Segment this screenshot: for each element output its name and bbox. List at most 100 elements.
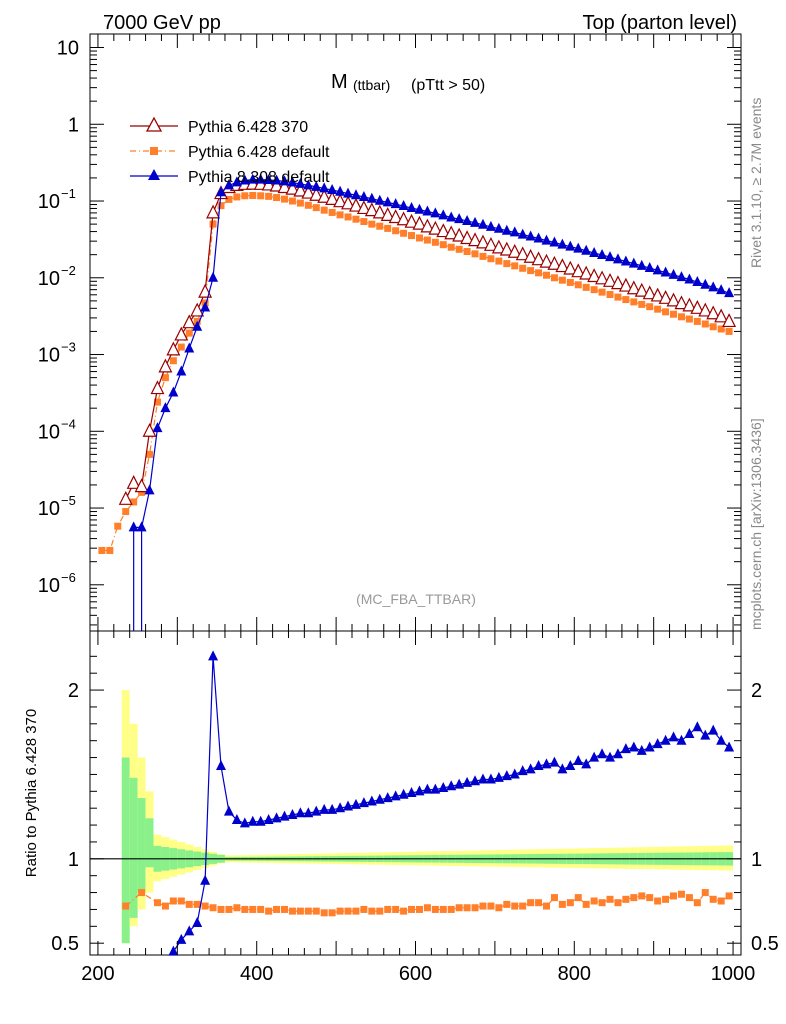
p6-default-main-point xyxy=(503,260,511,268)
p6-default-main-point xyxy=(415,234,423,242)
p6-default-main-point xyxy=(725,327,733,335)
p6-370-main-point xyxy=(603,272,617,287)
p6-370-main-point xyxy=(595,270,610,285)
p6-370-main-point xyxy=(634,282,649,297)
x-tick-label: 400 xyxy=(240,963,273,985)
p6-370-main-point xyxy=(698,302,713,317)
p6-default-main-point xyxy=(598,288,606,296)
p6-default-main-point xyxy=(336,211,344,219)
p6-default-ratio-point xyxy=(257,905,265,913)
p8-default-ratio-point xyxy=(335,802,346,813)
p6-370-main-point xyxy=(388,209,403,224)
p8-default-ratio-point xyxy=(303,807,314,818)
p8-default-main-point xyxy=(136,521,147,532)
p6-370-main-point xyxy=(491,239,506,254)
p8-default-main-point xyxy=(422,205,433,216)
p6-370-main-point xyxy=(579,265,594,280)
p6-default-ratio-point xyxy=(288,907,296,915)
p6-default-ratio-point xyxy=(122,902,130,910)
legend-label-p6-370: Pythia 6.428 370 xyxy=(188,119,308,136)
p8-default-ratio-point xyxy=(255,815,266,826)
analysis-watermark: (MC_FBA_TTBAR) xyxy=(356,591,476,607)
p8-default-ratio-point xyxy=(454,778,465,789)
p6-default-ratio-point xyxy=(654,897,662,905)
uncertainty-band-inner xyxy=(129,777,138,918)
p6-default-ratio-point xyxy=(328,909,336,917)
p6-370-main-point xyxy=(356,200,371,215)
p8-default-main-point xyxy=(533,232,544,243)
p6-370-main-point xyxy=(190,302,205,317)
p8-default-ratio-point xyxy=(485,773,496,784)
p8-default-main-point xyxy=(612,253,623,264)
p8-default-main-point xyxy=(628,257,639,268)
p6-370-main-point xyxy=(547,255,562,270)
p8-default-main-point xyxy=(200,301,211,312)
p8-default-ratio-point xyxy=(279,810,290,821)
p8-default-main-point xyxy=(287,176,298,187)
p6-default-main-point xyxy=(328,208,336,216)
p8-default-main-point xyxy=(208,271,219,282)
p6-370-main-point xyxy=(499,241,514,256)
p6-default-ratio-point xyxy=(138,889,146,897)
p6-default-main-point xyxy=(217,202,225,210)
main-y-tick-label: 10 xyxy=(57,38,79,60)
p8-default-main-line xyxy=(133,179,730,528)
ratio-y-tick-label: 0.5 xyxy=(51,933,79,955)
p6-default-main-point xyxy=(535,269,543,277)
p8-default-ratio-point xyxy=(533,760,544,770)
p8-default-ratio-point xyxy=(708,724,719,735)
p6-default-main-point xyxy=(693,317,701,325)
p6-370-main-point xyxy=(571,263,586,278)
p8-default-main-point xyxy=(295,177,306,188)
p6-default-ratio-point xyxy=(281,905,289,913)
p6-default-ratio-point xyxy=(670,892,678,900)
p6-370-main-point xyxy=(142,422,157,437)
p6-default-ratio-point xyxy=(701,889,709,897)
p8-default-main-point xyxy=(247,173,258,184)
p6-370-main-point xyxy=(618,277,633,292)
p6-default-main-point xyxy=(590,286,598,294)
p8-default-ratio-point xyxy=(493,771,504,782)
main-y-tick-exponent: −3 xyxy=(61,340,76,355)
p6-default-main-point xyxy=(622,296,630,304)
p8-default-ratio-point xyxy=(287,808,298,819)
p6-370-main-point xyxy=(380,207,395,221)
p6-default-main-point xyxy=(273,194,281,202)
ratio-panel-content xyxy=(90,650,741,956)
p6-370-main-point xyxy=(436,223,451,238)
p6-370-main-point xyxy=(404,213,419,228)
p8-default-main-point xyxy=(668,268,679,279)
p8-default-main-point xyxy=(152,422,163,433)
p8-default-ratio-point xyxy=(605,751,616,762)
p6-default-main-point xyxy=(614,293,622,301)
p6-370-main-point xyxy=(118,490,133,505)
main-y-tick-exponent: −6 xyxy=(61,570,76,585)
p6-370-main-point xyxy=(420,218,435,233)
p8-default-main-point xyxy=(366,192,377,203)
p6-370-main-point xyxy=(523,248,538,263)
p6-default-ratio-point xyxy=(677,890,685,898)
p6-default-ratio-point xyxy=(725,892,733,900)
p8-default-main-point xyxy=(541,234,552,245)
p6-default-ratio-point xyxy=(550,894,558,902)
p8-default-ratio-point xyxy=(446,780,457,791)
uncertainty-band-inner xyxy=(145,818,154,868)
mcplots-reference-label: mcplots.cern.ch [arXiv:1306.3436] xyxy=(748,418,764,630)
p8-default-ratio-point xyxy=(247,815,258,826)
p6-default-ratio-point xyxy=(503,900,511,908)
p8-default-main-point xyxy=(223,179,234,190)
observable-cut: (pTtt > 50) xyxy=(411,77,485,94)
observable-subscript: (ttbar) xyxy=(353,77,390,93)
p6-default-ratio-point xyxy=(511,902,519,910)
p8-default-main-point xyxy=(716,284,727,295)
p6-370-main-point xyxy=(206,204,221,219)
p6-default-main-point xyxy=(511,262,519,270)
p8-default-main-point xyxy=(335,185,346,196)
p8-default-ratio-point xyxy=(676,734,687,745)
p6-370-main-point xyxy=(682,297,697,312)
p8-default-main-point xyxy=(430,207,441,218)
p6-default-main-point xyxy=(233,193,241,201)
p8-default-ratio-point xyxy=(541,758,552,769)
